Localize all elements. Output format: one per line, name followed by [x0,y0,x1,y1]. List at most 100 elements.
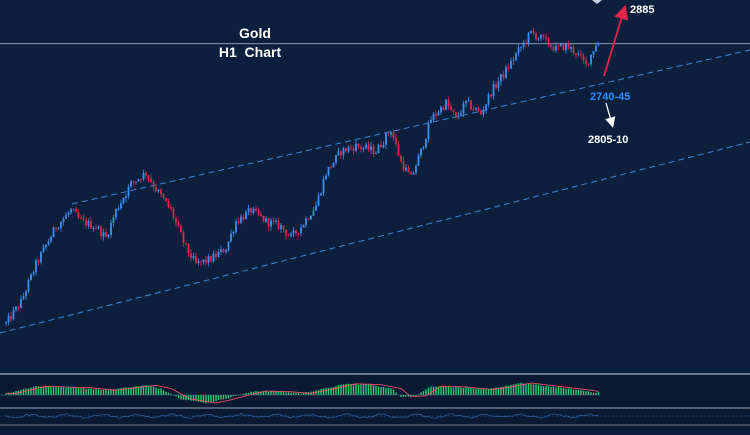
candle-body [335,155,337,163]
candle-body [387,133,390,135]
candle-body [152,182,155,188]
candle-body [290,233,292,236]
candle-body [500,74,502,82]
candle-body [122,198,125,204]
candle-body [402,161,405,171]
candle-body [550,45,552,47]
candle-body [127,186,130,196]
candle-body [257,210,260,215]
candle-body [85,219,87,226]
candle-body [570,47,572,49]
candle-body [155,187,157,192]
candle-body [535,33,537,40]
candle-body [172,208,175,219]
candle-body [292,230,295,234]
candle-body [457,115,460,117]
candle-body [410,172,412,175]
candle-body [575,53,577,55]
candle-body [435,113,437,116]
candle-body [260,214,262,216]
candle-body [97,226,100,229]
candle-body [117,208,120,210]
channel-lower-line [0,141,750,334]
candle-body [525,42,527,44]
candle-body [135,181,137,183]
candle-body [480,110,482,115]
candle-body [472,109,475,111]
candle-body [272,220,275,222]
candle-body [45,244,47,248]
candle-body [397,144,400,156]
candle-body [317,195,320,206]
candle-body [585,60,587,64]
candle-body [287,235,290,237]
candle-body [70,209,72,213]
candle-body [5,322,7,324]
candle-body [72,209,75,211]
candle-body [95,227,97,229]
candle-body [200,261,202,263]
candle-body [202,259,205,263]
candle-body [420,148,422,156]
candle-body [75,209,77,213]
candle-body [12,309,15,320]
candle-body [107,234,110,237]
chart-title: Gold [239,25,271,41]
candle-body [300,227,302,234]
candle-body [470,100,472,110]
candle-body [147,175,150,179]
candle-body [247,208,250,212]
candle-body [542,34,545,38]
candle-body [185,242,187,245]
candle-body [222,248,225,253]
candle-body [592,51,595,55]
candle-body [275,220,277,222]
candle-body [352,147,355,151]
candle-body [165,198,167,202]
candle-body [112,217,115,223]
candle-body [507,67,510,69]
candle-body [440,107,442,113]
candle-body [490,94,492,97]
candle-body [355,143,357,151]
candle-body [330,166,332,168]
candle-body [415,165,417,173]
candle-body [377,144,380,154]
candle-body [390,132,392,135]
candle-body [277,220,280,229]
candle-body [332,162,335,168]
channel-lines [0,49,750,334]
candle-body [465,100,467,104]
candle-body [340,151,342,156]
candle-body [205,259,207,263]
candle-body [50,237,52,242]
candle-body [25,291,27,297]
candle-body [530,30,532,33]
candle-body [225,250,227,253]
candle-body [82,218,85,220]
candle-body [510,60,512,69]
candle-body [452,109,455,113]
candle-body [280,225,282,229]
candle-body [412,172,415,175]
candle-body [195,256,197,263]
candle-body [520,47,522,49]
candle-body [517,47,520,54]
candle-body [100,226,102,237]
candle-body [462,103,465,114]
candle-body [432,113,435,120]
candle-body [30,274,32,280]
candlesticks [5,28,600,327]
candle-body [345,147,347,152]
candle-body [197,261,200,263]
candle-body [360,146,362,149]
candle-body [137,179,140,182]
candle-body [192,256,195,259]
candle-body [65,214,67,219]
candle-body [532,30,535,34]
candle-body [267,218,270,227]
candle-body [497,81,500,88]
candle-body [527,32,530,44]
candle-body [395,138,397,145]
candle-body [52,227,55,238]
